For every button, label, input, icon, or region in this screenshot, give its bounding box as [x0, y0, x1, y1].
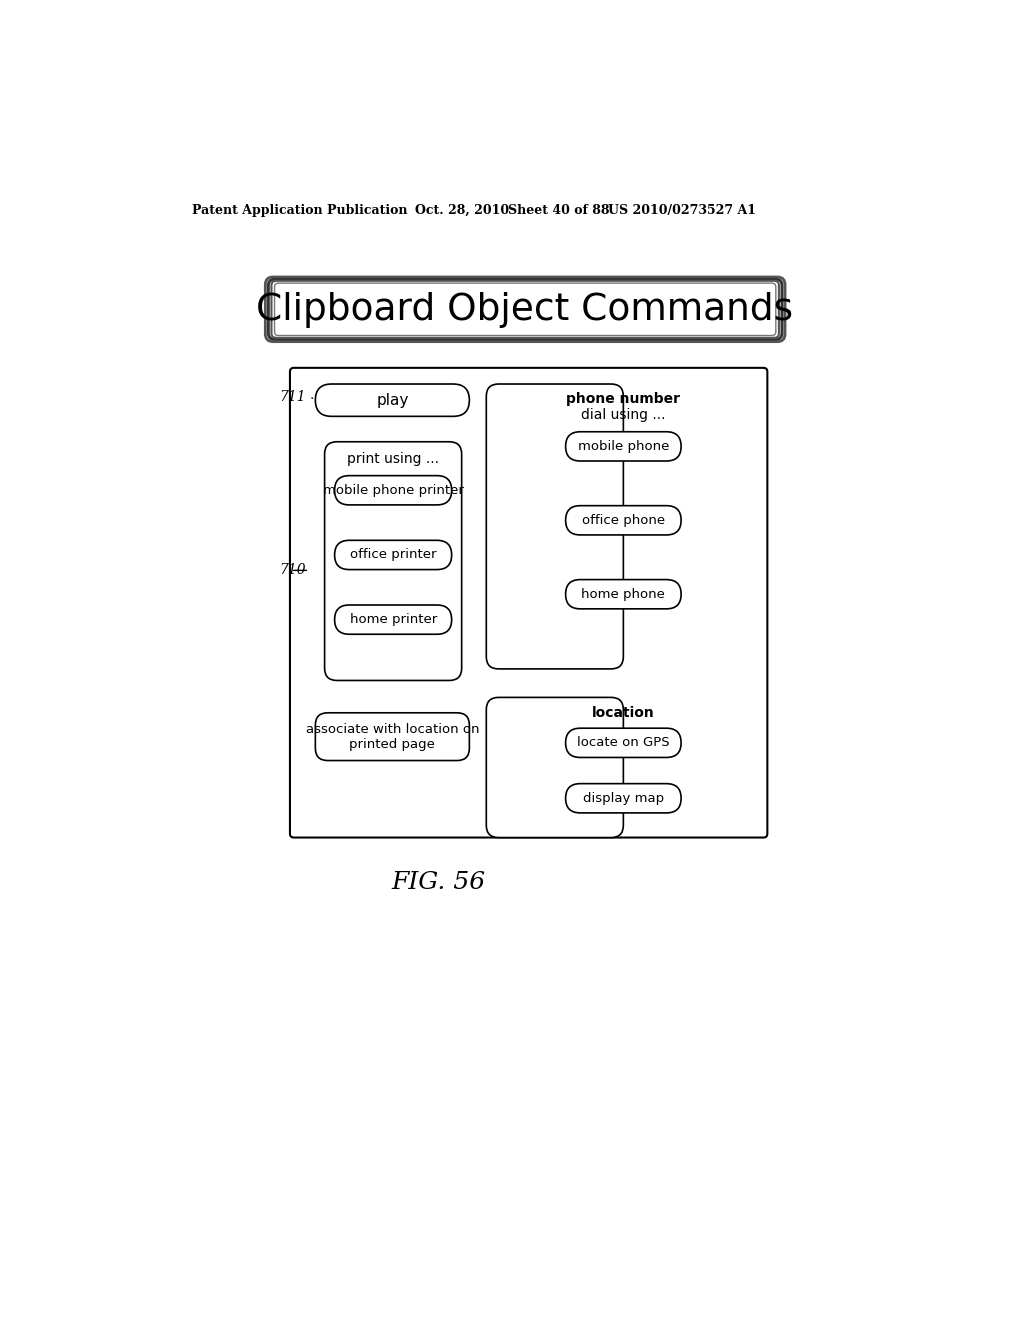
FancyBboxPatch shape: [335, 540, 452, 570]
Text: Oct. 28, 2010: Oct. 28, 2010: [416, 205, 510, 218]
Text: home phone: home phone: [582, 587, 666, 601]
FancyBboxPatch shape: [265, 277, 785, 342]
FancyBboxPatch shape: [565, 579, 681, 609]
Text: FIG. 56: FIG. 56: [391, 871, 485, 894]
FancyBboxPatch shape: [486, 384, 624, 669]
Text: office phone: office phone: [582, 513, 665, 527]
FancyBboxPatch shape: [486, 697, 624, 837]
Text: office printer: office printer: [350, 548, 436, 561]
FancyBboxPatch shape: [271, 281, 779, 338]
Text: mobile phone printer: mobile phone printer: [323, 483, 464, 496]
FancyBboxPatch shape: [335, 475, 452, 506]
FancyBboxPatch shape: [335, 605, 452, 635]
Text: Clipboard Object Commands: Clipboard Object Commands: [256, 292, 794, 329]
Text: associate with location on
printed page: associate with location on printed page: [305, 722, 479, 751]
Text: phone number: phone number: [566, 392, 680, 407]
Text: locate on GPS: locate on GPS: [578, 737, 670, 750]
Text: play: play: [376, 392, 409, 408]
Text: 711: 711: [280, 391, 306, 404]
FancyBboxPatch shape: [290, 368, 767, 837]
FancyBboxPatch shape: [315, 384, 469, 416]
Text: 710: 710: [280, 564, 306, 577]
Text: Patent Application Publication: Patent Application Publication: [193, 205, 408, 218]
Text: mobile phone: mobile phone: [578, 440, 669, 453]
FancyBboxPatch shape: [274, 284, 776, 335]
Text: location: location: [592, 706, 654, 719]
Text: display map: display map: [583, 792, 664, 805]
FancyBboxPatch shape: [315, 713, 469, 760]
FancyBboxPatch shape: [565, 432, 681, 461]
FancyBboxPatch shape: [565, 784, 681, 813]
Text: home printer: home printer: [349, 612, 437, 626]
Text: print using ...: print using ...: [347, 451, 439, 466]
FancyBboxPatch shape: [565, 729, 681, 758]
Text: Sheet 40 of 88: Sheet 40 of 88: [508, 205, 609, 218]
FancyBboxPatch shape: [565, 506, 681, 535]
FancyBboxPatch shape: [325, 442, 462, 681]
FancyBboxPatch shape: [268, 280, 782, 339]
Text: US 2010/0273527 A1: US 2010/0273527 A1: [608, 205, 756, 218]
Text: dial using ...: dial using ...: [581, 408, 666, 422]
